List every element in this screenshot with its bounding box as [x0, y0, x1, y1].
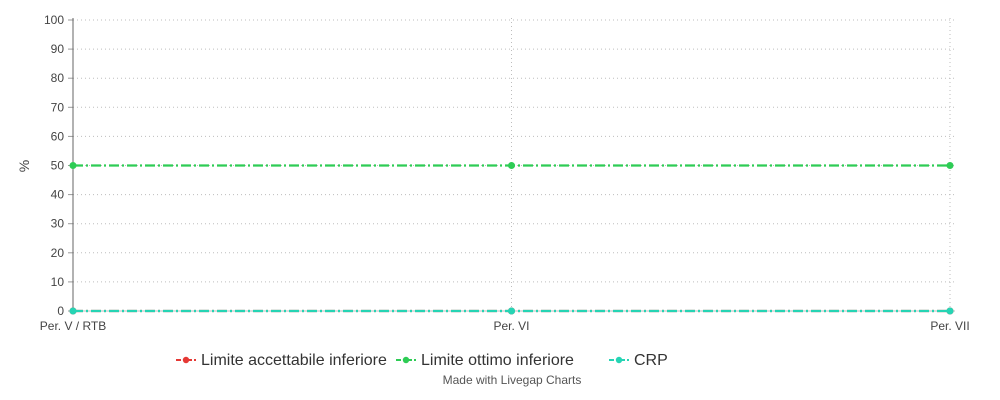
- y-tick-label: 0: [57, 304, 64, 318]
- credit-text: Made with Livegap Charts: [443, 373, 582, 387]
- series-limite-ottimo-inferiore: [69, 162, 954, 169]
- y-tick-label: 50: [51, 159, 65, 173]
- y-tick-label: 30: [51, 217, 65, 231]
- legend-swatch-dot: [402, 356, 410, 364]
- legend-label: Limite accettabile inferiore: [201, 352, 387, 369]
- data-point[interactable]: [508, 162, 515, 169]
- y-tick-labels: 0 10 20 30 40 50 60 70 80 90 100: [44, 13, 64, 318]
- y-tick-label: 40: [51, 188, 65, 202]
- legend-item[interactable]: CRP: [609, 352, 668, 369]
- data-point[interactable]: [69, 162, 77, 169]
- y-tick-label: 90: [51, 42, 65, 56]
- data-point[interactable]: [69, 307, 77, 315]
- legend-swatch-dot: [615, 356, 623, 364]
- legend-label: CRP: [634, 352, 668, 369]
- legend-label: Limite ottimo inferiore: [421, 352, 574, 369]
- legend-item[interactable]: Limite accettabile inferiore: [176, 352, 387, 369]
- legend-swatch-dot: [182, 356, 190, 364]
- x-tick-label: Per. VII: [930, 319, 969, 333]
- y-tick-label: 20: [51, 246, 65, 260]
- legend: Limite accettabile inferiore Limite ottim…: [176, 352, 668, 369]
- data-point[interactable]: [946, 307, 954, 315]
- y-tick-label: 80: [51, 71, 65, 85]
- x-tick-label: Per. VI: [493, 319, 529, 333]
- y-axis-title: %: [16, 160, 32, 172]
- data-point[interactable]: [508, 307, 515, 315]
- legend-item[interactable]: Limite ottimo inferiore: [396, 352, 574, 369]
- x-tick-labels: Per. V / RTB Per. VI Per. VII: [40, 319, 970, 333]
- data-point[interactable]: [946, 162, 954, 169]
- y-tick-label: 100: [44, 13, 64, 27]
- y-tick-label: 70: [51, 100, 65, 114]
- x-tick-label: Per. V / RTB: [40, 319, 106, 333]
- y-tick-label: 60: [51, 129, 65, 143]
- data-series: [69, 162, 954, 315]
- y-tick-label: 10: [51, 275, 65, 289]
- series-crp: [69, 307, 954, 315]
